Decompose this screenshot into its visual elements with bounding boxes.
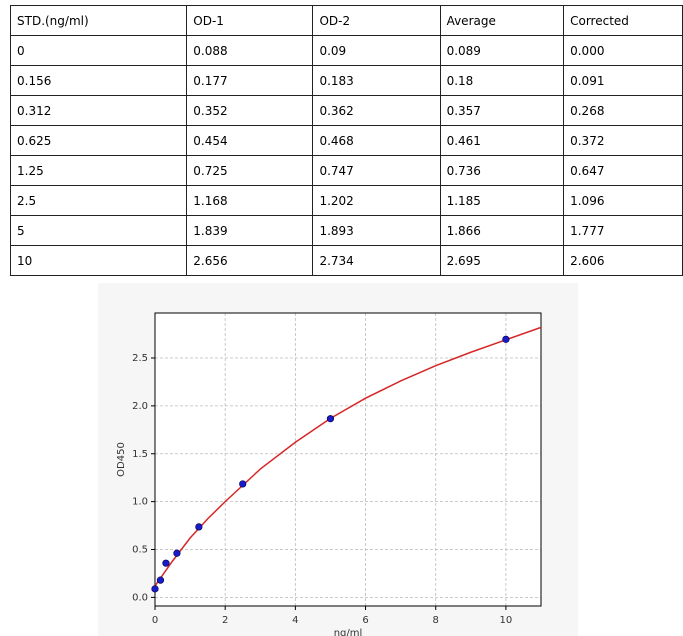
table-cell: OD-1: [186, 5, 314, 36]
data-point: [173, 549, 181, 557]
table-row: 5 1.839 1.893 1.866 1.777: [9, 215, 683, 246]
plot-frame: [154, 312, 542, 607]
table-cell: 2.5: [9, 185, 188, 216]
x-axis-label: ng/ml: [334, 628, 363, 636]
table-cell: 0.736: [439, 155, 565, 186]
y-tick-label: 1.0: [132, 497, 148, 508]
x-tick-label: 2: [222, 615, 228, 626]
table-cell: 0: [9, 35, 188, 66]
x-tick-label: 0: [152, 615, 158, 626]
table-cell: 0.088: [186, 35, 314, 66]
table-cell: 0.647: [563, 155, 683, 186]
y-tick-label: 2.5: [132, 353, 148, 364]
table-cell: 0.725: [186, 155, 314, 186]
table-cell: 0.362: [312, 95, 441, 126]
table-cell: 1.096: [563, 185, 683, 216]
data-point: [502, 335, 510, 343]
table-row: 0 0.088 0.09 0.089 0.000: [9, 35, 683, 66]
y-tick-label: 2.0: [132, 401, 148, 412]
x-tick-label: 8: [433, 615, 439, 626]
table-cell: 1.777: [563, 215, 683, 246]
data-point: [326, 415, 335, 423]
data-point: [151, 585, 159, 593]
table-cell: 2.656: [186, 245, 314, 276]
table-cell: 2.606: [563, 245, 683, 276]
data-point: [156, 576, 165, 584]
table-cell: Corrected: [563, 5, 683, 36]
data-table: STD.(ng/ml) OD-1 OD-2 Average Corrected 0 0.08…: [9, 5, 683, 276]
table-cell: 2.734: [312, 245, 441, 276]
table-cell: 2.695: [439, 245, 565, 276]
table-cell: 0.183: [312, 65, 441, 96]
x-tick-label: 4: [292, 615, 298, 626]
y-tick-label: 0.0: [132, 592, 148, 603]
table-row: 10 2.656 2.734 2.695 2.606: [9, 245, 683, 276]
plot-area: [155, 313, 541, 606]
y-tick-label: 0.5: [132, 545, 148, 556]
y-tick-label: 1.5: [132, 449, 148, 460]
table-cell: 1.893: [312, 215, 441, 246]
table-cell: Average: [439, 5, 565, 36]
table-cell: 0.09: [312, 35, 441, 66]
table-cell: 0.454: [186, 125, 314, 156]
x-tick-label: 6: [362, 615, 368, 626]
y-axis-label: OD450: [116, 442, 127, 477]
x-tick-label: 10: [500, 615, 513, 626]
table-row: 0.312 0.352 0.362 0.357 0.268: [9, 95, 683, 126]
table-cell: 0.357: [439, 95, 565, 126]
data-point: [239, 480, 247, 488]
table-cell: 0.312: [9, 95, 188, 126]
table-row: STD.(ng/ml) OD-1 OD-2 Average Corrected: [9, 5, 683, 36]
table-cell: 0.18: [439, 65, 565, 96]
table-cell: STD.(ng/ml): [9, 5, 188, 36]
data-point: [162, 559, 170, 567]
table-cell: 0.461: [439, 125, 565, 156]
table-cell: 10: [9, 245, 188, 276]
fit-curve: [154, 326, 542, 587]
data-point: [195, 523, 203, 531]
